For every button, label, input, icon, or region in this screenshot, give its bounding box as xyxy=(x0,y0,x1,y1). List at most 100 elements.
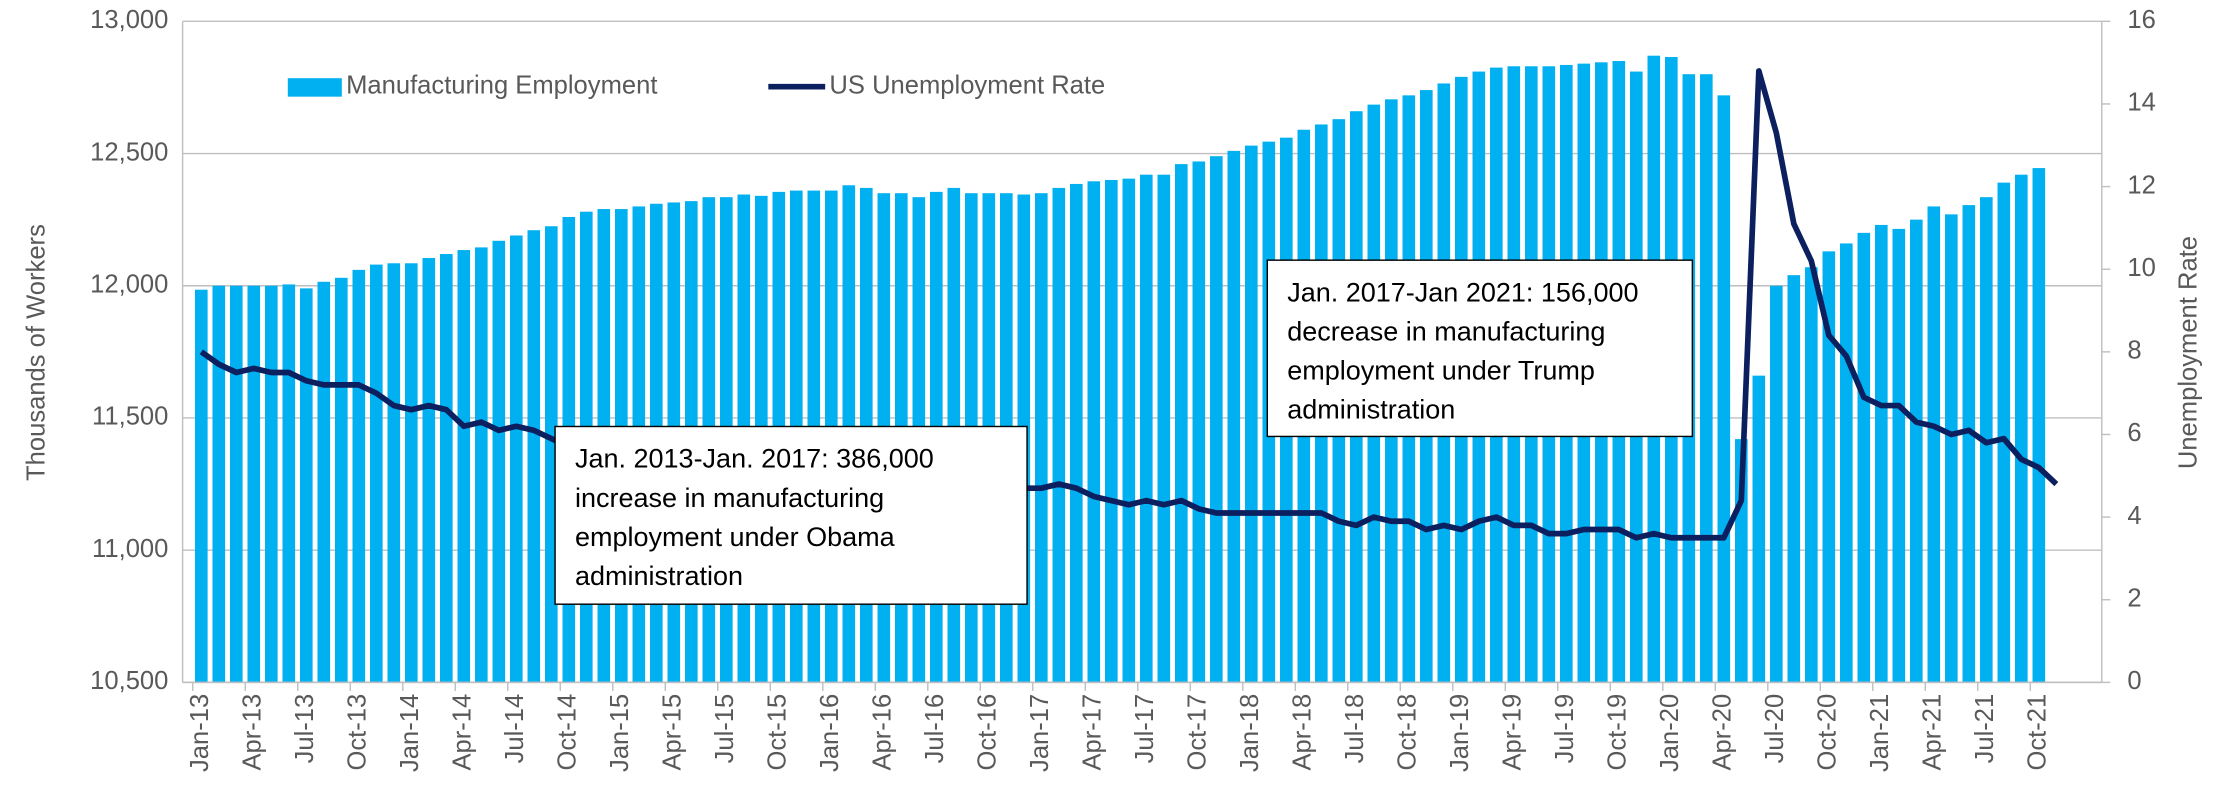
bar xyxy=(335,277,348,683)
bar xyxy=(1052,187,1066,683)
bar xyxy=(2032,168,2046,683)
y2-tick-label: 12 xyxy=(2127,171,2155,199)
annotation: Jan. 2017-Jan 2021: 156,000 decrease in m… xyxy=(1266,259,1694,438)
bar xyxy=(1035,193,1048,683)
bar xyxy=(1735,439,1748,683)
bar xyxy=(1140,174,1153,683)
x-tick-label: Oct-19 xyxy=(1604,694,1632,771)
bar xyxy=(1770,285,1783,683)
x-tick-label: Apr-13 xyxy=(239,694,267,771)
x-tick-label: Jan-20 xyxy=(1656,694,1684,772)
y2-tick-label: 2 xyxy=(2127,584,2141,612)
bar xyxy=(1717,95,1731,683)
x-tick-label: Oct-17 xyxy=(1184,694,1212,771)
y2-tick-label: 8 xyxy=(2127,337,2141,365)
bars xyxy=(195,55,2046,683)
annotation-text: Jan. 2013-Jan. 2017: 386,000 xyxy=(575,444,934,474)
y2-tick-label: 4 xyxy=(2127,502,2141,530)
x-tick-label: Jan-19 xyxy=(1446,694,1474,772)
bar xyxy=(1227,150,1241,683)
bar xyxy=(1245,145,1258,683)
bar xyxy=(1787,275,1801,683)
bar xyxy=(1840,243,1853,683)
x-tick-label: Oct-20 xyxy=(1814,694,1842,771)
bar xyxy=(440,254,453,683)
annotation-text: decrease in manufacturing xyxy=(1287,317,1605,347)
bar xyxy=(300,288,313,683)
annotation-text: employment under Obama xyxy=(575,522,896,552)
bar xyxy=(1192,161,1206,683)
x-tick-label: Jul-19 xyxy=(1551,694,1579,764)
bar xyxy=(1210,156,1223,683)
y2-axis-title: Unemployment Rate xyxy=(2175,236,2203,469)
bar xyxy=(1105,179,1118,683)
x-tick-label: Jan-13 xyxy=(186,694,214,772)
y2-tick-label: 16 xyxy=(2127,6,2155,34)
y-tick-label: 11,500 xyxy=(92,403,168,431)
bar xyxy=(510,235,523,683)
x-tick-label: Jan-16 xyxy=(816,694,844,772)
bar xyxy=(1927,206,1941,683)
bar xyxy=(1822,251,1836,683)
bar xyxy=(230,285,243,683)
x-tick-label: Jul-18 xyxy=(1341,694,1369,764)
x-tick-label: Jul-14 xyxy=(501,694,529,764)
x-tick-label: Oct-13 xyxy=(344,694,372,771)
bar xyxy=(422,257,436,683)
y-axis-title: Thousands of Workers xyxy=(22,224,50,481)
y2-tick-label: 0 xyxy=(2127,667,2141,695)
bar xyxy=(282,284,296,683)
y2-tick-label: 10 xyxy=(2127,254,2155,282)
x-tick-label: Oct-18 xyxy=(1394,694,1422,771)
bar xyxy=(247,285,261,683)
bar xyxy=(265,285,278,683)
bar xyxy=(1997,182,2011,683)
x-tick-label: Jul-17 xyxy=(1131,694,1159,764)
bar xyxy=(1752,375,1766,683)
x-tick-label: Jan-21 xyxy=(1866,694,1894,772)
bar xyxy=(1070,183,1083,683)
bar xyxy=(1945,214,1958,683)
bar xyxy=(1087,181,1101,683)
line xyxy=(199,68,2059,541)
bar xyxy=(405,263,418,683)
x-tick-label: Apr-17 xyxy=(1079,694,1107,771)
x-tick-label: Jul-20 xyxy=(1761,694,1789,764)
x-tick-label: Apr-19 xyxy=(1499,694,1527,771)
x-tick-label: Oct-14 xyxy=(554,694,582,771)
x-tick-label: Apr-20 xyxy=(1709,694,1737,771)
bar xyxy=(195,289,208,683)
bar xyxy=(1157,174,1171,683)
annotation-text: administration xyxy=(1287,395,1455,425)
x-tick-label: Jul-15 xyxy=(711,694,739,764)
annotation: Jan. 2013-Jan. 2017: 386,000 increase in … xyxy=(554,425,1028,605)
bar xyxy=(1962,205,1976,683)
bar xyxy=(1910,219,1923,683)
annotation-text: administration xyxy=(575,561,743,591)
bar xyxy=(457,250,471,683)
x-tick-label: Jan-14 xyxy=(396,694,424,772)
bar xyxy=(352,269,366,683)
annotation-text: employment under Trump xyxy=(1287,356,1595,386)
bar xyxy=(492,240,506,683)
x-tick-label: Apr-15 xyxy=(659,694,687,771)
y-tick-label: 11,000 xyxy=(92,535,168,563)
y2-tick-label: 14 xyxy=(2127,89,2155,117)
bar xyxy=(2015,174,2028,683)
legend-label: Manufacturing Employment xyxy=(346,71,657,99)
x-tick-label: Apr-21 xyxy=(1919,694,1947,771)
x-tick-label: Oct-21 xyxy=(2024,694,2052,771)
annotation-text: increase in manufacturing xyxy=(575,483,884,513)
legend-label: US Unemployment Rate xyxy=(829,71,1105,99)
bar xyxy=(1857,232,1871,683)
x-tick-label: Jan-18 xyxy=(1236,694,1264,772)
y-tick-label: 12,500 xyxy=(90,138,168,166)
bar xyxy=(1875,224,1888,683)
annotation-box xyxy=(554,425,1028,605)
x-tick-label: Apr-18 xyxy=(1289,694,1317,771)
x-tick-label: Oct-15 xyxy=(764,694,792,771)
x-tick-label: Apr-16 xyxy=(869,694,897,771)
bar xyxy=(317,281,331,683)
bar xyxy=(475,247,488,683)
